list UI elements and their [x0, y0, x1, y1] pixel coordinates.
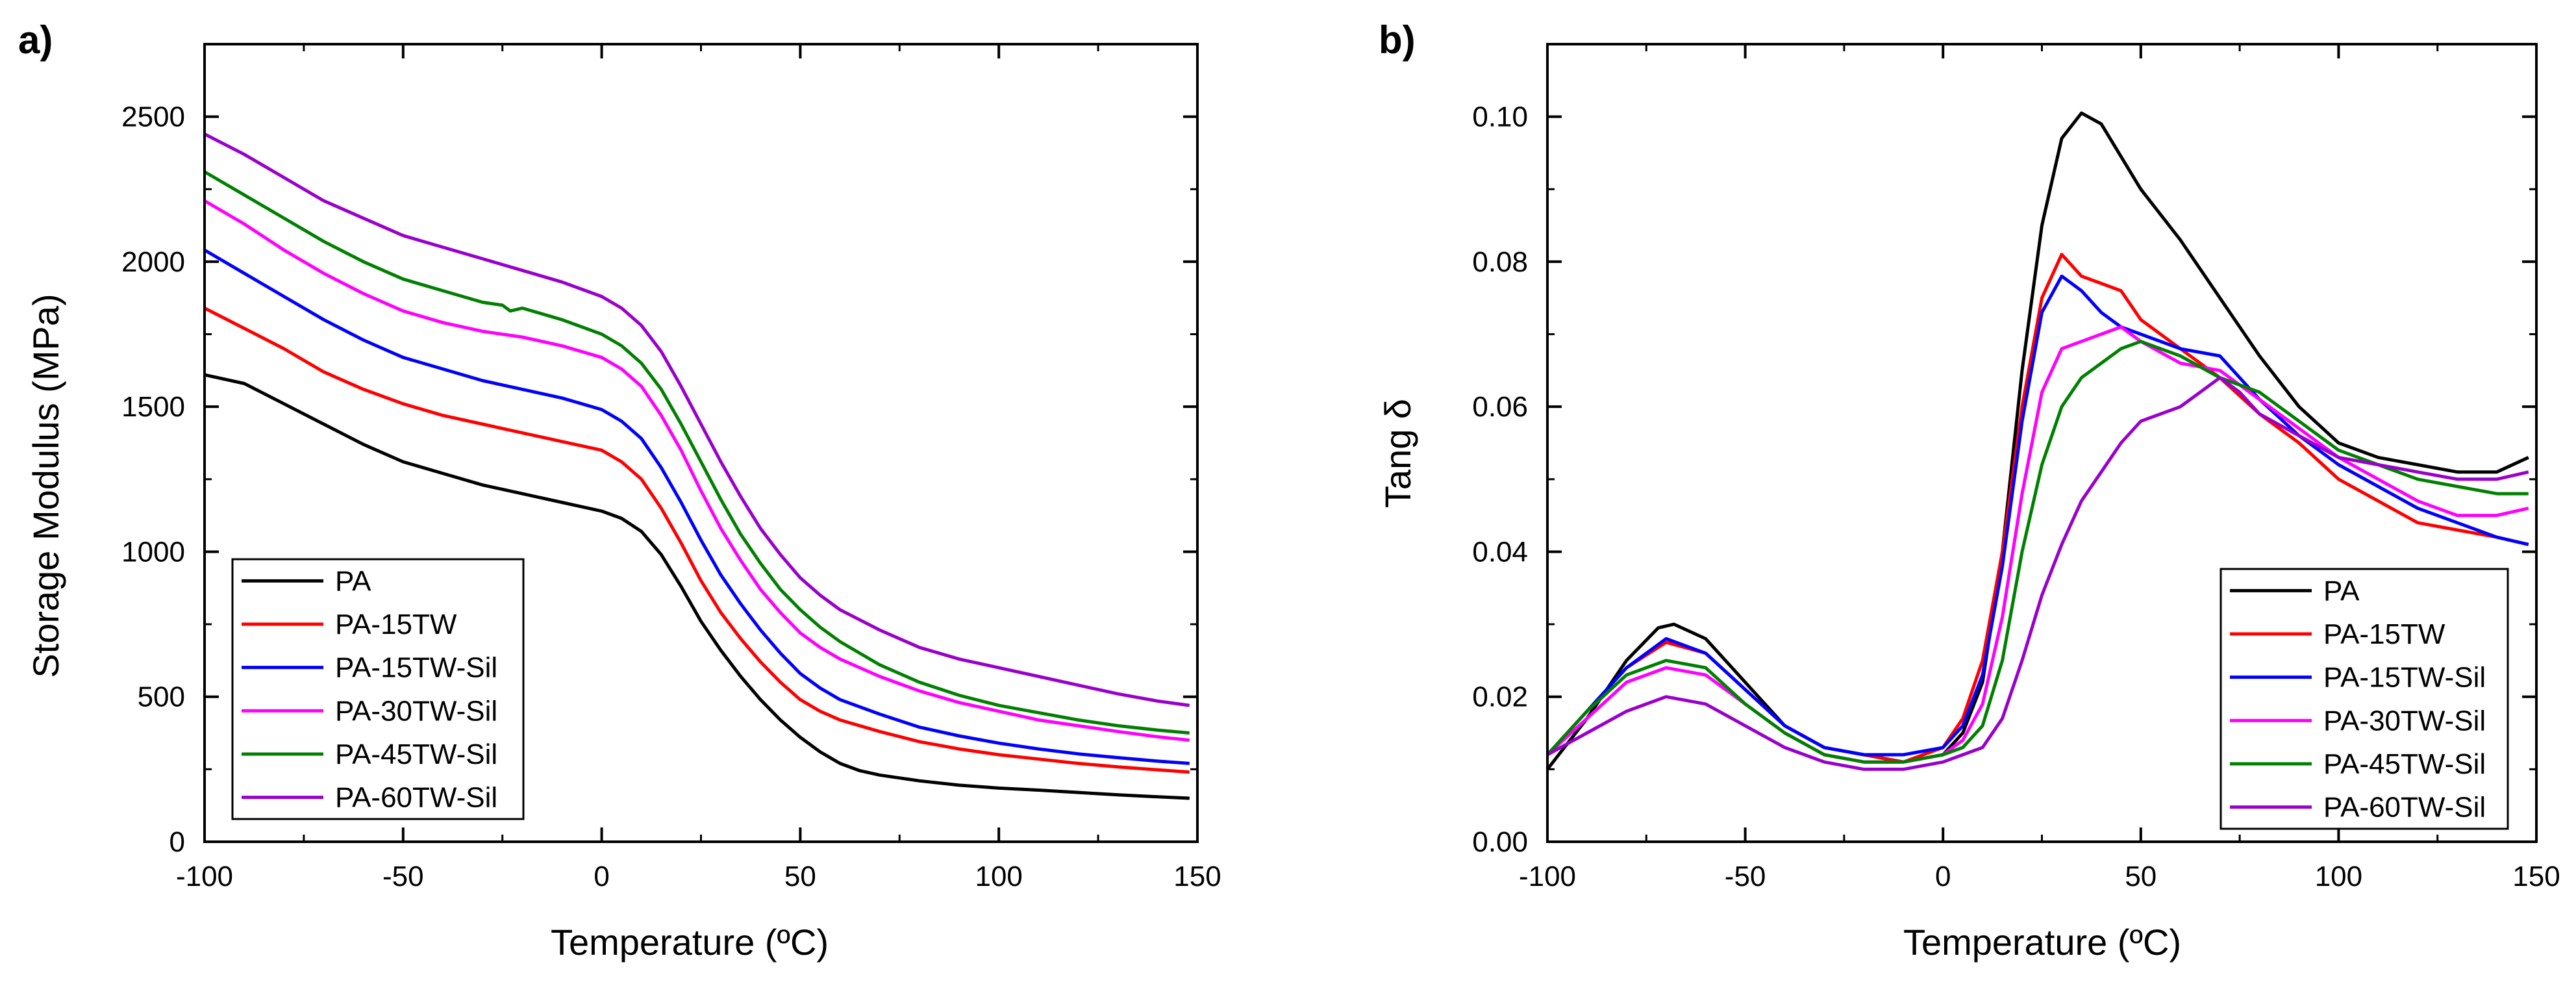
panel-b-y-tick-label: 0.08 — [1472, 246, 1528, 278]
panel-b-series-pa-45tw-sil — [1546, 340, 2529, 764]
panel-b-x-tick-label: 100 — [2315, 861, 2362, 892]
panel-b-legend-box — [2220, 568, 2509, 830]
panel-a-legend-label: PA-30TW-Sil — [335, 695, 497, 727]
panel-a-y-tick-label: 1000 — [121, 536, 185, 568]
panel-b-legend-label: PA — [2323, 575, 2360, 607]
panel-a-x-tick-label: 50 — [784, 861, 816, 892]
panel-a-y-tick-label: 2500 — [121, 101, 185, 133]
panel-a-series-lines — [203, 132, 1190, 800]
panel-a-y-tick-label: 0 — [169, 826, 185, 858]
panel-b-series-pa-15tw-sil — [1546, 274, 2529, 757]
panel-a-series-pa — [204, 373, 1190, 800]
panel-a-x-tick-label: 0 — [594, 861, 609, 892]
panel-b-y-tick-label: 0.00 — [1472, 826, 1528, 858]
panel-b-legend-label: PA-15TW — [2323, 618, 2445, 650]
panel-b-plot-frame — [1546, 43, 2538, 843]
panel-a-plot-frame — [203, 43, 1199, 843]
panel-a-storage-modulus: a) Temperature (ºC) Storage Modulus (MPa… — [18, 18, 1221, 963]
panel-b-series-pa-60tw-sil — [1546, 376, 2529, 771]
panel-b-legend-label: PA-45TW-Sil — [2323, 748, 2486, 780]
panel-a-x-axis-title: Temperature (ºC) — [551, 922, 829, 963]
panel-a-series-pa-15tw — [203, 307, 1190, 774]
panel-b-y-tick-label: 0.04 — [1472, 536, 1528, 568]
panel-a-x-tick-label: -100 — [176, 861, 233, 892]
panel-a-x-tick-label: -50 — [382, 861, 424, 892]
panel-a-series-pa-30tw-sil — [203, 199, 1190, 742]
panel-b-x-tick-label: 150 — [2512, 861, 2560, 892]
panel-a-x-tick-label: 150 — [1173, 861, 1221, 892]
panel-a-legend: PA PA-15TW PA-15TW-Sil PA-30TW-Sil PA-45TW-S… — [231, 558, 525, 820]
panel-a-legend-label: PA — [335, 565, 371, 597]
panel-b-x-tick-label: 50 — [2125, 861, 2157, 892]
panel-a-y-tick-label: 500 — [138, 681, 185, 713]
panel-a-series-pa-45tw-sil — [203, 170, 1190, 735]
panel-b-label: b) — [1379, 18, 1416, 62]
panel-b-legend-label: PA-15TW-Sil — [2323, 662, 2486, 694]
panel-a-label: a) — [18, 18, 53, 62]
panel-a-legend-label: PA-45TW-Sil — [335, 738, 497, 770]
panel-a-x-tick-label: 100 — [975, 861, 1022, 892]
panel-b-legend-label: PA-30TW-Sil — [2323, 705, 2486, 737]
panel-b-y-tick-label: 0.10 — [1472, 101, 1528, 133]
panel-b-series-pa — [1546, 111, 2529, 770]
panel-b-x-tick-label: -50 — [1725, 861, 1766, 892]
panel-a-series-pa-60tw-sil — [203, 132, 1190, 707]
panel-a-series-pa-15tw-sil — [203, 248, 1190, 765]
panel-b-legend: PA PA-15TW PA-15TW-Sil PA-30TW-Sil PA-45TW-S… — [2220, 568, 2509, 830]
panel-a-legend-label: PA-60TW-Sil — [335, 782, 497, 814]
panel-b-tan-delta: b) Temperature (ºC) Tang δ -100 -50 0 50 100… — [1377, 18, 2560, 963]
panel-a-y-tick-label: 2000 — [121, 246, 185, 278]
panel-a-y-axis-title: Storage Modulus (MPa) — [25, 294, 66, 677]
panel-b-y-tick-label: 0.02 — [1472, 681, 1528, 713]
panel-b-series-lines — [1546, 111, 2529, 771]
panel-a-y-tick-label: 1500 — [121, 391, 185, 423]
panel-b-x-tick-label: -100 — [1519, 861, 1576, 892]
panel-a-legend-label: PA-15TW-Sil — [335, 652, 497, 684]
panel-b-x-tick-label: 0 — [1935, 861, 1951, 892]
panel-b-x-axis-title: Temperature (ºC) — [1903, 922, 2181, 963]
panel-a-legend-label: PA-15TW — [335, 609, 457, 640]
panel-b-y-tick-label: 0.06 — [1472, 391, 1528, 423]
panel-a-legend-box — [231, 558, 525, 820]
panel-b-y-axis-title: Tang δ — [1377, 399, 1418, 508]
panel-b-legend-label: PA-60TW-Sil — [2323, 792, 2486, 824]
